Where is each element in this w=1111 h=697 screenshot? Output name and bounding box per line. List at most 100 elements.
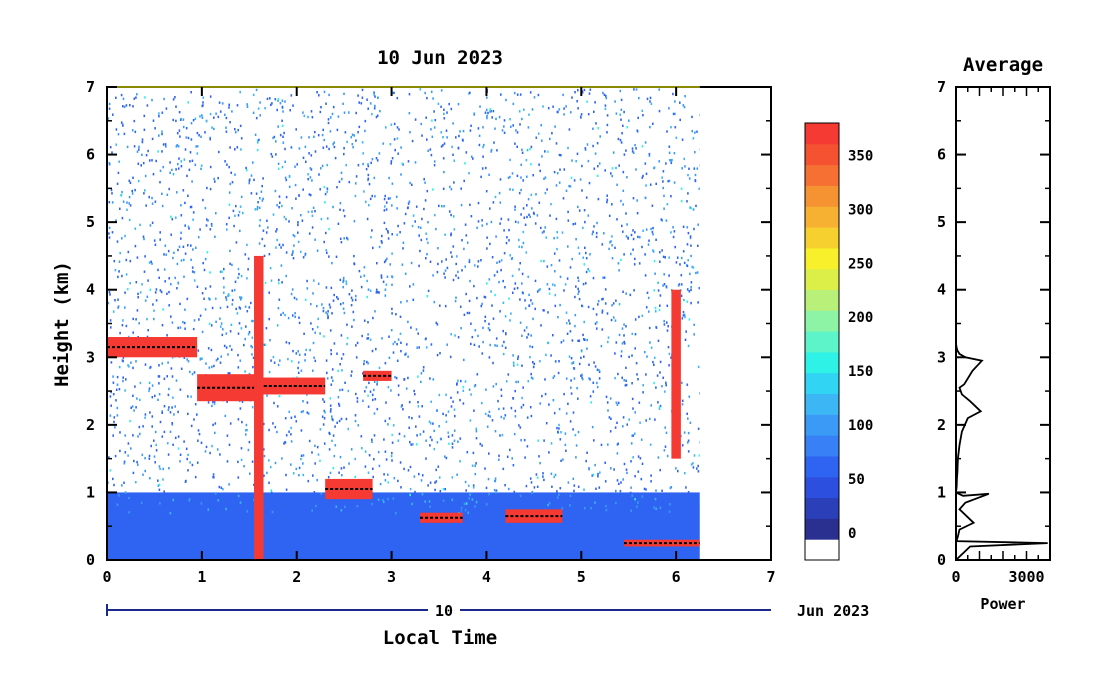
backscatter-speck	[577, 205, 579, 209]
backscatter-speck	[495, 117, 497, 121]
backscatter-speck	[691, 265, 693, 269]
backscatter-speck	[329, 130, 332, 133]
backscatter-speck	[122, 105, 124, 108]
backscatter-speck	[631, 332, 634, 336]
backscatter-speck	[135, 96, 137, 99]
backscatter-speck	[517, 500, 520, 504]
backscatter-speck	[387, 386, 390, 389]
backscatter-speck	[625, 235, 628, 238]
backscatter-speck	[287, 316, 290, 320]
backscatter-speck	[170, 315, 172, 318]
backscatter-speck	[665, 219, 668, 222]
colorbar-swatch	[805, 247, 839, 270]
backscatter-speck	[132, 331, 134, 334]
backscatter-speck	[123, 132, 126, 136]
backscatter-speck	[437, 465, 440, 468]
backscatter-speck	[247, 333, 250, 336]
backscatter-speck	[518, 191, 521, 195]
backscatter-speck	[212, 423, 214, 427]
backscatter-speck	[576, 100, 578, 103]
backscatter-speck	[111, 192, 113, 195]
backscatter-speck	[177, 167, 180, 170]
backscatter-speck	[167, 249, 170, 253]
backscatter-speck	[535, 193, 537, 196]
backscatter-speck	[295, 298, 298, 301]
backscatter-speck	[628, 119, 630, 122]
backscatter-speck	[328, 431, 330, 435]
backscatter-speck	[263, 448, 265, 451]
backscatter-speck	[601, 298, 603, 301]
backscatter-speck	[562, 197, 565, 200]
backscatter-speck	[195, 145, 197, 148]
backscatter-speck	[251, 336, 254, 339]
backscatter-speck	[374, 104, 376, 108]
backscatter-speck	[194, 163, 197, 166]
backscatter-speck	[326, 190, 328, 193]
backscatter-speck	[158, 382, 160, 385]
backscatter-speck	[427, 221, 429, 224]
backscatter-speck	[373, 458, 375, 461]
backscatter-speck	[654, 306, 657, 310]
backscatter-speck	[550, 354, 552, 357]
backscatter-speck	[332, 466, 335, 470]
backscatter-speck	[573, 377, 576, 380]
backscatter-speck	[449, 185, 451, 189]
backscatter-speck	[358, 101, 360, 104]
backscatter-speck	[134, 385, 136, 388]
backscatter-speck	[366, 279, 368, 283]
backscatter-speck	[520, 188, 522, 192]
backscatter-speck	[207, 347, 210, 350]
backscatter-speck	[183, 321, 186, 325]
backscatter-speck	[668, 107, 670, 110]
backscatter-speck	[543, 309, 545, 312]
colorbar-tick-label: 50	[848, 472, 865, 488]
backscatter-speck	[596, 381, 598, 385]
backscatter-speck	[346, 236, 348, 240]
backscatter-speck	[274, 461, 277, 465]
backscatter-speck	[179, 460, 181, 463]
backscatter-speck	[328, 303, 331, 306]
backscatter-speck	[391, 312, 393, 315]
backscatter-speck	[426, 295, 429, 298]
backscatter-speck	[371, 440, 373, 444]
backscatter-speck	[642, 174, 644, 178]
backscatter-speck	[139, 432, 141, 436]
backscatter-speck	[323, 138, 325, 142]
backscatter-speck	[529, 477, 532, 480]
backscatter-speck	[459, 460, 461, 463]
backscatter-speck	[670, 161, 673, 165]
backscatter-speck	[515, 129, 517, 132]
backscatter-speck	[411, 502, 413, 506]
backscatter-speck	[433, 126, 436, 129]
backscatter-speck	[108, 201, 111, 204]
backscatter-speck	[547, 341, 550, 345]
backscatter-speck	[251, 460, 254, 463]
backscatter-speck	[189, 370, 191, 374]
backscatter-speck	[451, 434, 454, 437]
backscatter-speck	[455, 296, 457, 299]
backscatter-speck	[681, 403, 684, 406]
backscatter-speck	[268, 481, 270, 484]
backscatter-speck	[184, 224, 186, 227]
backscatter-speck	[529, 356, 531, 359]
backscatter-speck	[429, 444, 431, 447]
backscatter-speck	[171, 375, 174, 378]
backscatter-speck	[406, 299, 408, 303]
backscatter-speck	[519, 93, 522, 96]
backscatter-speck	[135, 318, 137, 321]
backscatter-speck	[514, 142, 516, 145]
backscatter-speck	[227, 353, 229, 356]
backscatter-speck	[172, 173, 175, 176]
backscatter-speck	[668, 151, 671, 154]
backscatter-speck	[384, 259, 387, 262]
backscatter-speck	[488, 322, 490, 326]
cloud-layer	[363, 370, 392, 381]
backscatter-speck	[686, 383, 689, 386]
backscatter-speck	[478, 492, 481, 495]
backscatter-speck	[177, 435, 180, 438]
backscatter-speck	[282, 135, 284, 138]
backscatter-speck	[228, 106, 230, 109]
backscatter-speck	[447, 410, 450, 413]
backscatter-speck	[604, 169, 606, 172]
